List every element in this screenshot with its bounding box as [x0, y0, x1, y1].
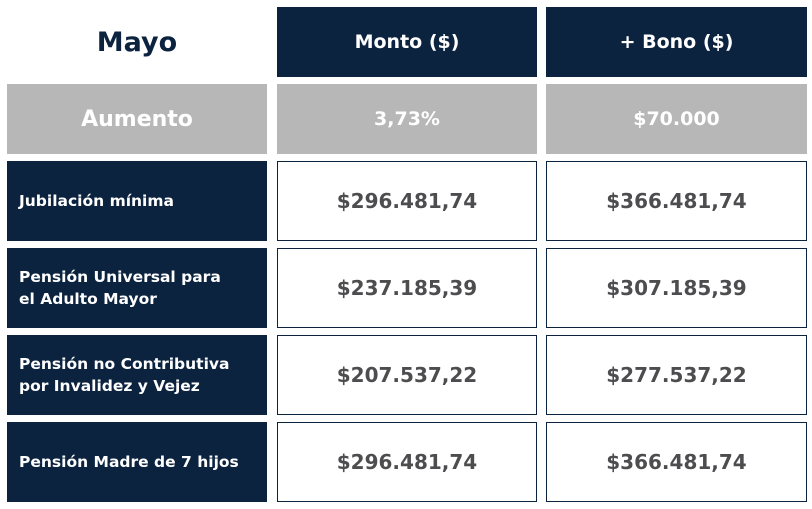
row-label-text: Pensión Universal para el Adulto Mayor [19, 266, 221, 310]
row-label-line1: Pensión Universal para [19, 268, 221, 286]
row-amount-pension-no-contributiva: $207.537,22 [277, 335, 537, 415]
row-label-jubilacion-minima: Jubilación mínima [7, 161, 267, 241]
row-label-line1: Pensión Madre de 7 hijos [19, 453, 239, 471]
increase-label: Aumento [7, 84, 267, 154]
row-bonus-jubilacion-minima: $366.481,74 [546, 161, 807, 241]
row-label-line2: el Adulto Mayor [19, 290, 157, 308]
header-amount: Monto ($) [277, 7, 537, 77]
increase-bonus: $70.000 [546, 84, 807, 154]
increase-percent: 3,73% [277, 84, 537, 154]
row-label-puam: Pensión Universal para el Adulto Mayor [7, 248, 267, 328]
row-label-line1: Jubilación mínima [19, 192, 174, 210]
row-bonus-pension-madre: $366.481,74 [546, 422, 807, 502]
row-label-line1: Pensión no Contributiva [19, 355, 230, 373]
header-bonus: + Bono ($) [546, 7, 807, 77]
row-bonus-pension-no-contributiva: $277.537,22 [546, 335, 807, 415]
row-amount-pension-madre: $296.481,74 [277, 422, 537, 502]
row-label-text: Jubilación mínima [19, 190, 174, 212]
row-label-pension-no-contributiva: Pensión no Contributiva por Invalidez y … [7, 335, 267, 415]
row-label-pension-madre: Pensión Madre de 7 hijos [7, 422, 267, 502]
month-title: Mayo [96, 26, 178, 58]
row-label-text: Pensión no Contributiva por Invalidez y … [19, 353, 229, 397]
row-amount-puam: $237.185,39 [277, 248, 537, 328]
row-label-text: Pensión Madre de 7 hijos [19, 451, 239, 473]
row-amount-jubilacion-minima: $296.481,74 [277, 161, 537, 241]
row-label-line2: por Invalidez y Vejez [19, 377, 200, 395]
row-bonus-puam: $307.185,39 [546, 248, 807, 328]
